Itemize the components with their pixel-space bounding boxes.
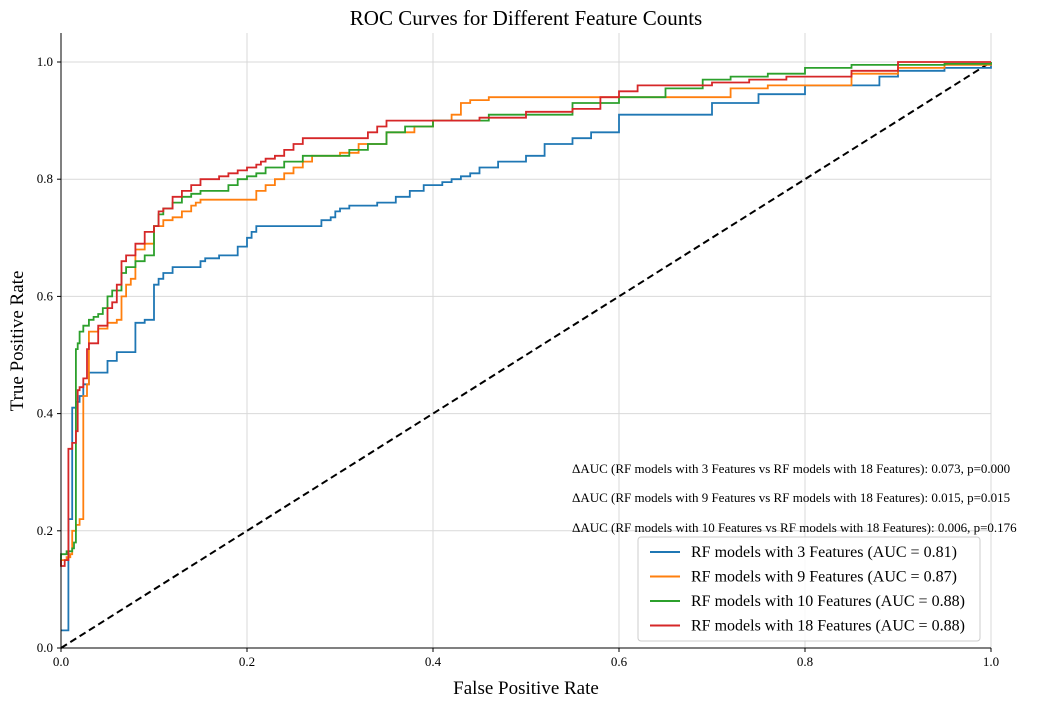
x-tick-label-0: 0.0 [53,654,69,669]
y-tick-label-1: 0.2 [37,523,53,538]
series-line-3 [60,61,991,567]
y-tick-label-2: 0.4 [37,406,54,421]
x-tick-label-1: 0.2 [239,654,255,669]
x-tick-label-2: 0.4 [425,654,442,669]
series-line-2 [60,62,992,561]
y-axis-title: True Positive Rate [7,271,28,412]
x-tick-label-3: 0.6 [611,654,628,669]
chart-title: ROC Curves for Different Feature Counts [350,6,702,30]
series-line-0 [61,62,992,632]
legend-label-2: RF models with 10 Features (AUC = 0.88) [691,593,965,610]
annotation-0: ΔAUC (RF models with 3 Features vs RF mo… [572,461,1010,476]
series-lines [60,61,992,632]
annotation-2: ΔAUC (RF models with 10 Features vs RF m… [572,520,1017,535]
legend-label-1: RF models with 9 Features (AUC = 0.87) [691,569,957,586]
y-tick-label-0: 0.0 [37,640,53,655]
y-tick-label-3: 0.6 [37,288,54,303]
legend-label-0: RF models with 3 Features (AUC = 0.81) [691,544,957,561]
legend-label-3: RF models with 18 Features (AUC = 0.88) [691,618,965,635]
x-tick-label-4: 0.8 [797,654,813,669]
reference-diagonal [60,61,992,649]
legend-box [637,536,981,642]
grid [61,33,992,648]
legend[interactable]: RF models with 3 Features (AUC = 0.81) RF… [637,536,981,642]
x-tick-label-5: 1.0 [983,654,999,669]
axes [57,33,992,652]
reference-line [60,61,992,649]
series-line-1 [60,62,992,566]
y-tick-label-5: 1.0 [37,54,53,69]
delta-auc-annotations: ΔAUC (RF models with 3 Features vs RF mo… [572,461,1017,535]
x-axis-title: False Positive Rate [453,678,599,699]
tick-labels: 0.0 0.2 0.4 0.6 0.8 1.0 0.0 0.2 0.4 0.6 0.8 1.0 [37,54,999,669]
annotation-1: ΔAUC (RF models with 9 Features vs RF mo… [572,490,1010,505]
y-tick-label-4: 0.8 [37,171,53,186]
